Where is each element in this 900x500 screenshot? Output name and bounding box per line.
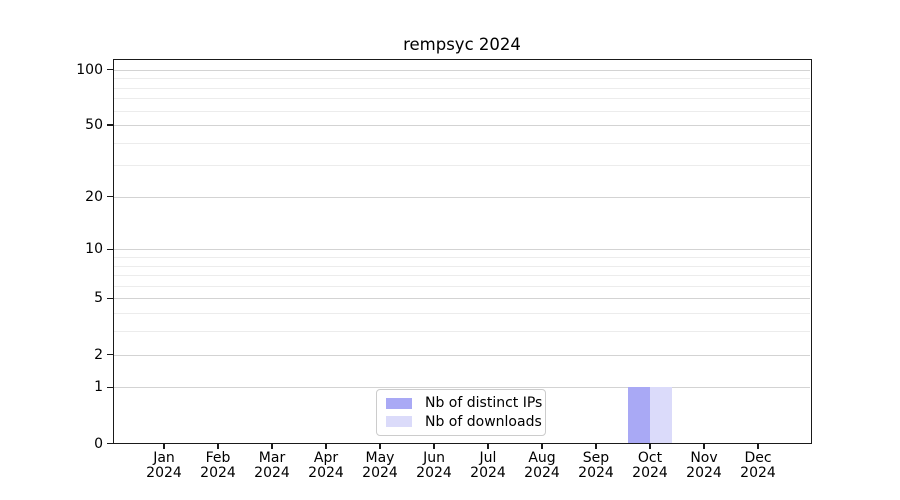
legend: Nb of distinct IPs Nb of downloads <box>376 389 546 436</box>
gridline-minor <box>114 256 810 258</box>
plot-area <box>113 59 812 444</box>
bar-nb-of-downloads <box>650 387 672 444</box>
gridline-major <box>114 69 810 71</box>
gridline-major <box>114 249 810 251</box>
x-tick-label: Aug 2024 <box>524 449 560 481</box>
legend-swatch-distinct-ips-icon <box>386 397 412 409</box>
x-tick-mark <box>433 443 435 449</box>
x-tick-mark <box>163 443 165 449</box>
legend-item-distinct-ips: Nb of distinct IPs <box>386 395 543 412</box>
x-tick-label: Nov 2024 <box>686 449 722 481</box>
gridline-major <box>114 354 810 356</box>
gridline-minor <box>114 285 810 287</box>
x-tick-mark <box>595 443 597 449</box>
y-tick-label: 1 <box>94 379 103 396</box>
x-tick-mark <box>541 443 543 449</box>
x-tick-label: Jan 2024 <box>146 449 182 481</box>
gridline-major <box>114 387 810 389</box>
x-tick-mark <box>649 443 651 449</box>
y-tick-label: 20 <box>85 188 103 205</box>
gridline-minor <box>114 87 810 89</box>
gridline-minor <box>114 265 810 267</box>
x-tick-label: Dec 2024 <box>740 449 776 481</box>
x-tick-label: Jul 2024 <box>470 449 506 481</box>
gridline-minor <box>114 313 810 315</box>
x-tick-label: Mar 2024 <box>254 449 290 481</box>
y-tick-label: 50 <box>85 117 103 134</box>
gridline-minor <box>114 165 810 167</box>
gridline-minor <box>114 331 810 333</box>
x-tick-mark <box>487 443 489 449</box>
x-tick-mark <box>379 443 381 449</box>
y-tick-mark <box>107 442 113 445</box>
x-tick-label: Jun 2024 <box>416 449 452 481</box>
gridline-major <box>114 125 810 127</box>
x-tick-label: May 2024 <box>362 449 398 481</box>
gridline-major <box>114 196 810 198</box>
gridline-minor <box>114 275 810 277</box>
x-tick-mark <box>325 443 327 449</box>
y-tick-mark <box>107 69 113 71</box>
gridline-minor <box>114 98 810 100</box>
y-tick-label: 5 <box>94 290 103 307</box>
y-tick-mark <box>107 248 113 250</box>
bar-nb-of-distinct-ips <box>628 387 650 444</box>
gridline-major <box>114 298 810 300</box>
x-tick-mark <box>271 443 273 449</box>
x-tick-mark <box>703 443 705 449</box>
x-tick-label: Sep 2024 <box>578 449 614 481</box>
gridline-minor <box>114 110 810 112</box>
x-tick-label: Feb 2024 <box>200 449 236 481</box>
y-tick-mark <box>107 353 113 356</box>
legend-label-distinct-ips: Nb of distinct IPs <box>425 395 543 412</box>
y-tick-mark <box>107 196 113 198</box>
x-tick-mark <box>217 443 219 449</box>
legend-swatch-downloads-icon <box>386 416 412 428</box>
x-tick-mark <box>757 443 759 449</box>
y-tick-mark <box>107 124 113 126</box>
gridline-minor <box>114 78 810 80</box>
y-tick-mark <box>107 386 113 388</box>
y-tick-label: 100 <box>76 61 103 78</box>
y-tick-label: 10 <box>85 241 103 258</box>
legend-item-downloads: Nb of downloads <box>386 413 542 430</box>
gridline-minor <box>114 142 810 144</box>
legend-label-downloads: Nb of downloads <box>425 413 542 430</box>
y-tick-mark <box>107 297 113 299</box>
x-tick-label: Oct 2024 <box>632 449 668 481</box>
y-tick-label: 0 <box>94 435 103 452</box>
y-tick-label: 2 <box>94 346 103 363</box>
x-tick-label: Apr 2024 <box>308 449 344 481</box>
chart-title: rempsyc 2024 <box>403 35 521 54</box>
